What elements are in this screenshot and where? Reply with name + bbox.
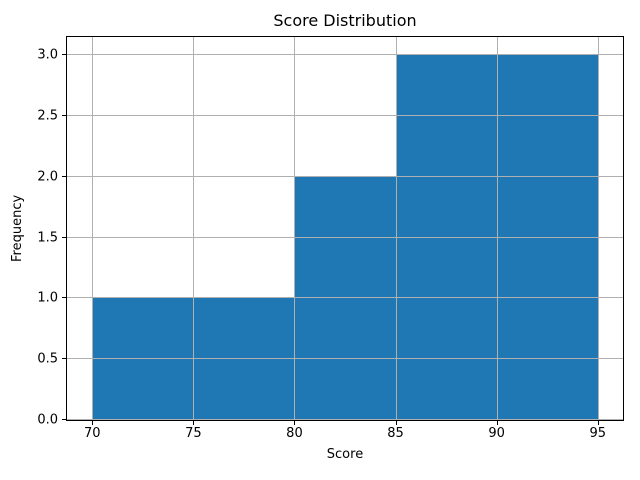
y-tick-mark bbox=[62, 175, 66, 177]
plot-area: 70 75 80 85 90 95 0.0 0.5 1.0 1.5 2.0 2.5 3.0 bbox=[37, 36, 624, 441]
y-tick-label: 1.5 bbox=[37, 230, 58, 246]
y-tick-label: 2.5 bbox=[37, 108, 58, 124]
x-gridline bbox=[193, 37, 195, 420]
x-gridline bbox=[597, 37, 599, 420]
x-gridline bbox=[395, 37, 397, 420]
y-tick-label: 3.0 bbox=[37, 47, 58, 63]
x-tick-label: 95 bbox=[589, 426, 606, 441]
y-tick-mark bbox=[62, 115, 66, 117]
x-tick-mark bbox=[193, 421, 195, 425]
y-gridline bbox=[67, 175, 623, 177]
x-tick-label: 80 bbox=[286, 426, 303, 441]
y-tick-label: 2.0 bbox=[37, 169, 58, 185]
y-tick-mark bbox=[62, 236, 66, 238]
y-axis-label: Frequency bbox=[10, 194, 25, 263]
histogram-bar bbox=[496, 55, 598, 420]
y-tick-label: 0.0 bbox=[37, 412, 58, 428]
x-tick-mark bbox=[597, 421, 599, 425]
x-tick-mark bbox=[294, 421, 296, 425]
y-tick-mark bbox=[62, 358, 66, 360]
x-tick-label: 85 bbox=[387, 426, 404, 441]
y-tick-mark bbox=[62, 54, 66, 56]
y-gridline bbox=[67, 358, 623, 360]
y-tick-label: 0.5 bbox=[37, 351, 58, 367]
x-tick-mark bbox=[92, 421, 94, 425]
x-tick-label: 90 bbox=[488, 426, 505, 441]
x-tick-label: 70 bbox=[83, 426, 101, 441]
x-tick-label: 75 bbox=[185, 426, 202, 441]
y-tick-mark bbox=[62, 297, 66, 299]
histogram-bar bbox=[395, 55, 497, 420]
y-gridline bbox=[67, 54, 623, 56]
x-tick-mark bbox=[496, 421, 498, 425]
x-gridline bbox=[92, 37, 94, 420]
y-gridline bbox=[67, 297, 623, 299]
y-gridline bbox=[67, 236, 623, 238]
x-axis-label: Score bbox=[326, 447, 364, 462]
y-tick-label: 1.0 bbox=[37, 290, 58, 306]
y-gridline bbox=[67, 115, 623, 117]
y-gridline bbox=[67, 419, 623, 420]
x-gridline bbox=[294, 37, 296, 420]
x-gridline bbox=[496, 37, 498, 420]
x-tick-mark bbox=[395, 421, 397, 425]
y-tick-mark bbox=[62, 419, 66, 420]
chart-title: Score Distribution bbox=[273, 11, 417, 30]
